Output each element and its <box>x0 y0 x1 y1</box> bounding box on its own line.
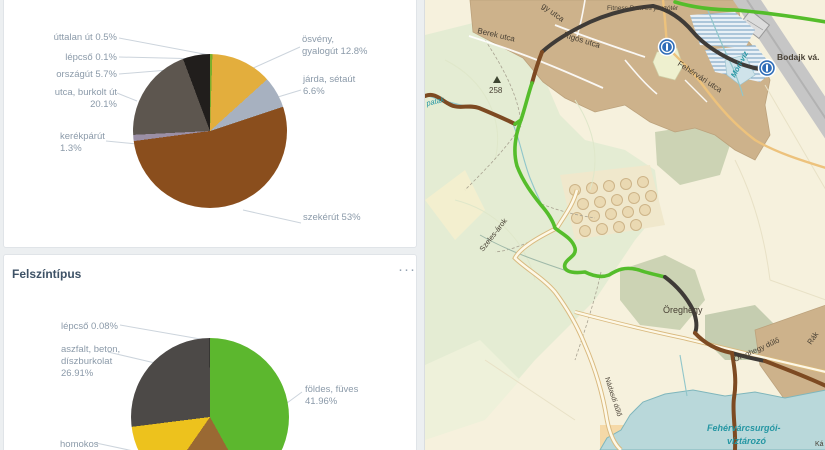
card-menu-ellipsis-icon[interactable]: ··· <box>398 261 416 278</box>
leader-line <box>116 92 138 102</box>
station-label-bodajk: Bodajk vá. <box>777 52 820 62</box>
card-title: Felszíntípus <box>12 267 82 281</box>
lake-label-line1: Fehérvárcsurgói- <box>707 423 781 433</box>
slice-label-kerekparut: kerékpárút 1.3% <box>60 131 105 154</box>
uttipus-chart-card: úttalan út 0.5% lépcső 0.1% országút 5.7… <box>3 0 417 248</box>
route-dark-town <box>540 4 655 54</box>
map-lake <box>599 389 825 450</box>
leader-line <box>286 391 303 404</box>
map-linework <box>425 7 825 421</box>
route-brown-junction <box>693 331 734 355</box>
slice-label-foldes: földes, füves 41.96% <box>305 384 359 407</box>
route-green-loop <box>553 226 667 279</box>
peak-elevation-label: 258 <box>489 86 503 95</box>
slice-label-utca: utca, burkolt út 20.1% <box>54 87 117 110</box>
map-panel[interactable]: 258 Berek utca Rigós utca Fehérvári utca… <box>424 0 825 450</box>
slice-label-homokos: homokos <box>60 439 99 450</box>
slice-label-uttalan-ut: úttalan út 0.5% <box>53 32 117 43</box>
route-green-topright <box>673 0 825 24</box>
leader-line <box>119 324 207 341</box>
info-marker[interactable] <box>657 37 677 57</box>
info-marker[interactable] <box>757 58 777 78</box>
route-brown-segment <box>530 50 544 85</box>
route-dark-to-station <box>651 4 769 72</box>
orchard-circles <box>569 176 657 237</box>
label-ka-partial: Ká <box>815 441 824 448</box>
slice-label-lepcso: lépcső 0.1% <box>65 52 117 63</box>
map-railway <box>733 0 825 139</box>
lake-label-line2: víztározó <box>727 436 767 446</box>
route-brown-patak <box>425 93 517 126</box>
map-canvas[interactable]: 258 Berek utca Rigós utca Fehérvári utca… <box>425 0 825 450</box>
route-green-valley <box>513 81 557 230</box>
peak-marker: 258 <box>489 76 503 95</box>
map-landcover <box>425 0 825 450</box>
route-brown-lakeside <box>730 351 738 450</box>
route-brown-east <box>763 359 825 388</box>
uttipus-pie[interactable] <box>133 54 287 208</box>
route-dark-oreghegy <box>663 275 699 335</box>
leader-line <box>242 209 302 224</box>
felszintipus-chart-card: Felszíntípus ··· lépcső 0.08% aszfalt, b… <box>3 254 417 450</box>
leader-line <box>118 37 210 56</box>
poi-label-fitness-park: Fitness Park és játszótér <box>607 5 679 12</box>
slice-label-osveny: ösvény, gyalogút 12.8% <box>302 34 368 57</box>
slice-label-szekerut: szekérút 53% <box>303 212 361 223</box>
map-markers: 258 <box>489 37 777 95</box>
terrain-label-oreghegy: Öreghegy <box>663 305 703 315</box>
route-dark-dulo <box>730 351 767 363</box>
slice-label-jarda: járda, sétaút 6.6% <box>303 74 356 97</box>
slice-label-lepcso2: lépcső 0.08% <box>60 321 118 332</box>
leader-line <box>250 46 301 70</box>
slice-label-orszagut: országút 5.7% <box>56 69 117 80</box>
slice-label-aszfalt: aszfalt, beton, díszburkolat 26.91% <box>61 344 121 379</box>
map-route <box>425 0 825 450</box>
